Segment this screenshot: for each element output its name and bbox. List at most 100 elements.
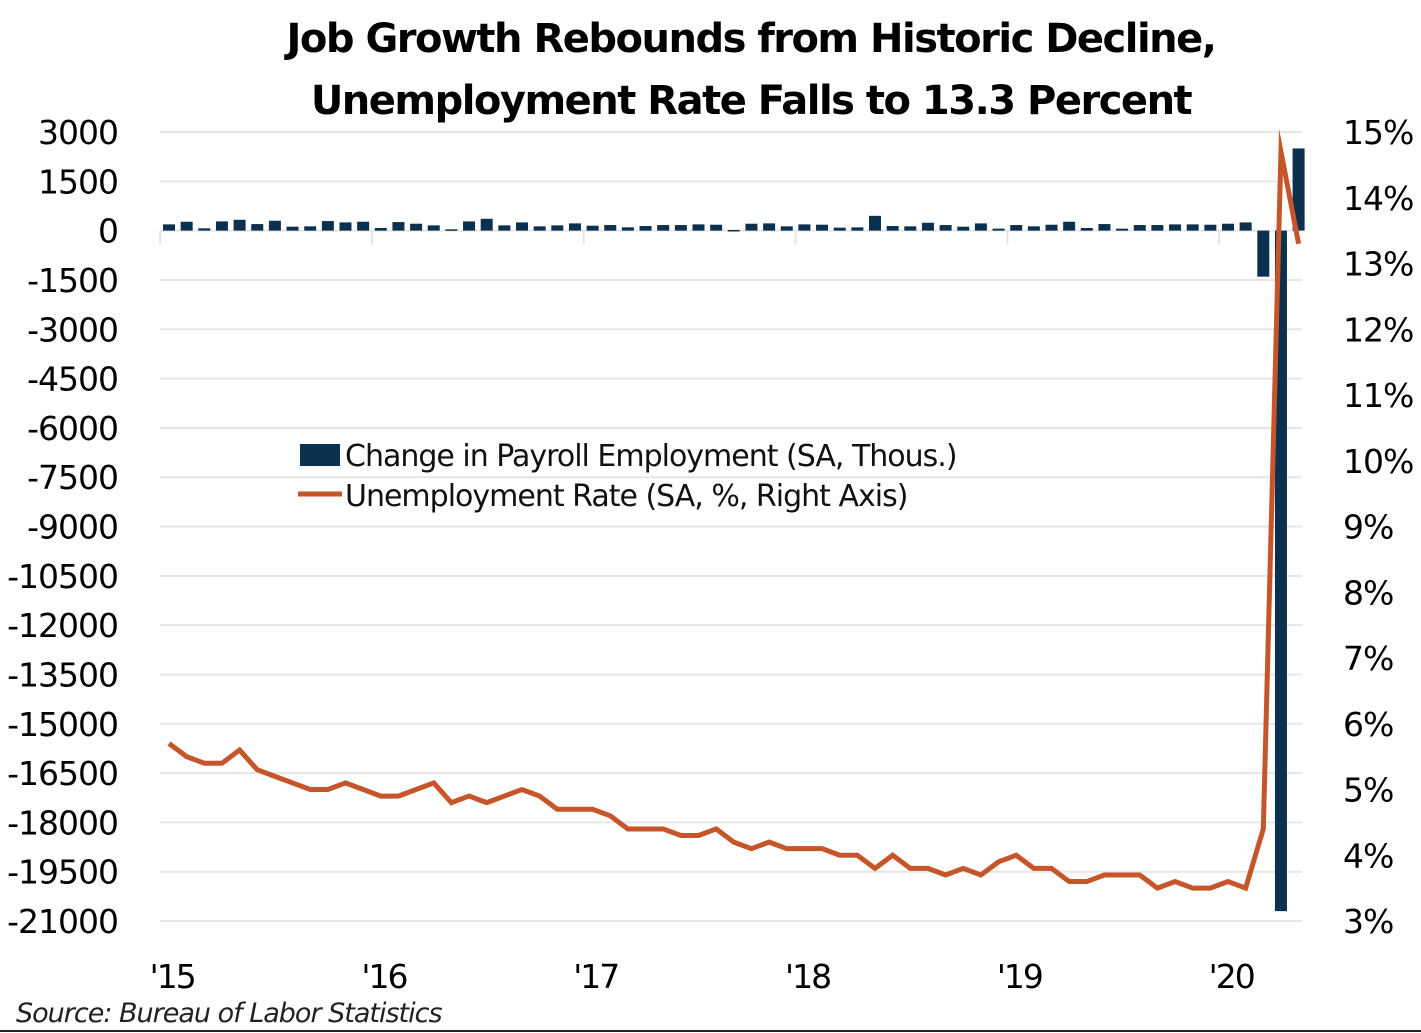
left-axis-tick-label: -19500	[7, 853, 118, 892]
payroll-bar	[374, 227, 387, 231]
legend-swatch-bar	[300, 444, 340, 466]
payroll-bar	[568, 223, 581, 231]
payroll-bar	[1274, 230, 1287, 912]
right-axis-tick-label: 9%	[1343, 508, 1393, 547]
right-axis-tick-label: 13%	[1343, 245, 1413, 284]
payroll-bar	[427, 225, 440, 231]
payroll-bar	[886, 226, 899, 231]
right-axis-tick-label: 12%	[1343, 310, 1413, 349]
right-axis-tick-label: 6%	[1343, 705, 1393, 744]
payroll-bar	[974, 223, 987, 231]
payroll-bar	[780, 226, 793, 231]
chart-title-line-1: Job Growth Rebounds from Historic Declin…	[286, 16, 1217, 62]
x-axis-tick-label: '16	[361, 957, 406, 996]
bottom-rule	[0, 1030, 1421, 1032]
x-axis-tick-label: '15	[150, 957, 195, 996]
payroll-bar	[392, 222, 405, 231]
payroll-bar	[1239, 222, 1252, 231]
x-axis-labels: '15 '16 '17 '18 '19 '20	[150, 957, 1256, 996]
payroll-bar	[1204, 224, 1217, 231]
payroll-bar	[816, 224, 829, 231]
payroll-bar	[251, 224, 264, 231]
payroll-bar	[339, 222, 352, 231]
payroll-bars	[163, 148, 1305, 912]
payroll-bar	[233, 219, 246, 231]
payroll-bar	[904, 226, 917, 231]
right-axis-tick-label: 14%	[1343, 179, 1413, 218]
payroll-bar	[286, 226, 299, 231]
payroll-bar	[551, 225, 564, 231]
payroll-bar	[445, 229, 458, 231]
payroll-bar	[657, 225, 670, 231]
legend-label-unemployment: Unemployment Rate (SA, %, Right Axis)	[345, 479, 907, 514]
right-axis-ticks: 15% 14% 13% 12% 11% 10% 9% 8% 7% 6% 5% 4% 3%	[1343, 113, 1414, 941]
payroll-bar	[674, 225, 687, 231]
left-axis-tick-label: -12000	[7, 606, 118, 645]
right-axis-tick-label: 7%	[1343, 639, 1393, 678]
payroll-bar	[1169, 224, 1182, 231]
payroll-bar	[604, 225, 617, 231]
left-axis-tick-label: -18000	[7, 803, 118, 842]
payroll-bar	[727, 229, 740, 232]
payroll-bar	[763, 223, 776, 231]
payroll-bar	[357, 221, 370, 231]
left-axis-tick-label: -3000	[27, 310, 118, 349]
payroll-bar	[1186, 224, 1199, 231]
gridlines	[160, 131, 1302, 922]
chart-title: Job Growth Rebounds from Historic Declin…	[0, 8, 1421, 132]
payroll-bar	[1098, 224, 1111, 231]
left-axis-tick-label: 3000	[38, 113, 118, 152]
payroll-bar	[1257, 230, 1270, 277]
left-axis-tick-label: -9000	[27, 508, 118, 547]
payroll-bar	[745, 223, 758, 231]
right-axis-tick-label: 3%	[1343, 902, 1393, 941]
left-axis-tick-label: -21000	[7, 902, 118, 941]
payroll-bar	[1222, 223, 1234, 231]
left-axis-tick-label: -1500	[27, 261, 118, 300]
right-axis-tick-label: 10%	[1343, 442, 1413, 481]
payroll-bar	[410, 223, 423, 231]
payroll-bar	[1063, 221, 1076, 231]
payroll-bar	[463, 221, 476, 231]
legend-label-payroll: Change in Payroll Employment (SA, Thous.…	[345, 439, 957, 474]
left-axis-ticks: 3000 1500 0 -1500 -3000 -4500 -6000 -7500 -9000 -…	[7, 113, 119, 941]
payroll-bar	[533, 226, 546, 231]
unemployment-line-group	[167, 128, 1302, 892]
x-axis-tick-label: '20	[1209, 957, 1254, 996]
payroll-bar	[1045, 224, 1058, 231]
payroll-bar	[869, 215, 881, 231]
payroll-bar	[321, 221, 334, 231]
left-axis-tick-label: -13500	[7, 655, 118, 694]
right-axis-tick-label: 4%	[1343, 836, 1393, 875]
payroll-bar	[516, 222, 528, 231]
left-axis-tick-label: -4500	[27, 360, 118, 399]
payroll-bar	[1151, 225, 1164, 231]
payroll-bar	[180, 221, 193, 231]
payroll-bar	[798, 224, 811, 231]
payroll-bar	[198, 228, 211, 231]
payroll-bar	[639, 226, 652, 231]
payroll-bar	[692, 224, 705, 231]
left-axis-tick-label: -16500	[7, 754, 118, 793]
payroll-bar	[1116, 228, 1129, 231]
unemployment-line	[167, 128, 1302, 892]
x-axis-tick-label: '17	[573, 957, 618, 996]
payroll-bar	[268, 220, 281, 231]
left-axis-tick-label: -10500	[7, 557, 118, 596]
payroll-bar	[1027, 226, 1040, 231]
payroll-bar	[1010, 225, 1023, 231]
payroll-bar	[1292, 148, 1305, 231]
payroll-bar	[921, 222, 934, 231]
x-axis-tick-label: '19	[997, 957, 1042, 996]
legend: Change in Payroll Employment (SA, Thous.…	[298, 439, 958, 514]
payroll-bar	[710, 224, 723, 231]
payroll-bar	[215, 221, 228, 231]
payroll-bar	[498, 225, 511, 231]
payroll-bar	[1133, 225, 1146, 231]
payroll-bar	[833, 227, 846, 231]
payroll-bar	[957, 226, 970, 231]
payroll-bar	[1080, 227, 1093, 231]
left-axis-tick-label: 0	[98, 212, 118, 251]
x-axis-tick-label: '18	[785, 957, 830, 996]
